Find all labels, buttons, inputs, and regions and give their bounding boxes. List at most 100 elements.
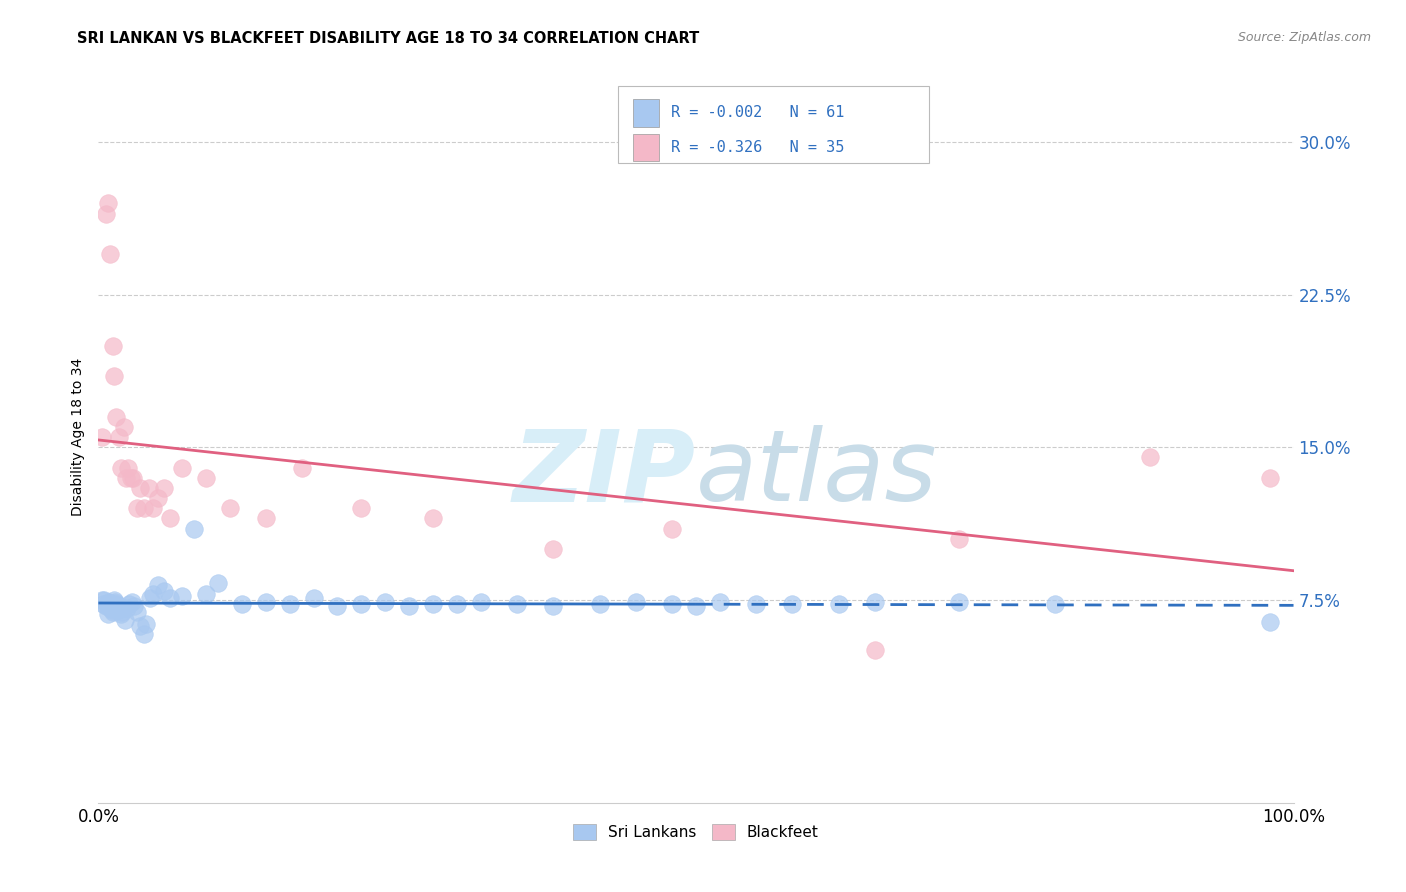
Point: [350, 501, 373, 516]
Point: [350, 597, 373, 611]
Point: [291, 460, 314, 475]
Point: [153, 481, 176, 495]
Point: [98, 600, 122, 615]
Point: [302, 591, 325, 605]
Point: [506, 597, 529, 611]
Point: [100, 603, 122, 617]
Point: [115, 600, 138, 615]
Point: [1258, 615, 1281, 629]
Point: [589, 597, 612, 611]
Point: [1043, 597, 1066, 611]
Point: [709, 595, 731, 609]
Point: [121, 595, 143, 609]
Y-axis label: Disability Age 18 to 34: Disability Age 18 to 34: [70, 358, 84, 516]
Point: [326, 599, 349, 613]
Point: [139, 591, 162, 605]
Point: [129, 481, 152, 495]
Point: [98, 595, 121, 609]
Point: [254, 595, 277, 609]
Text: R = -0.326   N = 35: R = -0.326 N = 35: [671, 140, 844, 155]
Point: [103, 369, 125, 384]
Point: [103, 592, 125, 607]
Point: [865, 595, 887, 609]
Point: [97, 196, 120, 211]
Point: [148, 578, 170, 592]
Point: [97, 607, 120, 621]
Point: [108, 599, 131, 613]
Point: [172, 460, 194, 475]
Text: ZIP: ZIP: [513, 425, 696, 522]
Point: [374, 595, 396, 609]
FancyBboxPatch shape: [619, 86, 929, 163]
Point: [125, 501, 148, 516]
Text: atlas: atlas: [696, 425, 938, 522]
Point: [541, 599, 564, 613]
Point: [138, 481, 160, 495]
Point: [94, 599, 117, 613]
Point: [120, 471, 142, 485]
Point: [159, 591, 181, 605]
Point: [105, 409, 128, 424]
Point: [422, 597, 444, 611]
Point: [172, 589, 194, 603]
Point: [254, 511, 277, 525]
Point: [1258, 471, 1281, 485]
Point: [626, 595, 648, 609]
Point: [195, 471, 218, 485]
Point: [685, 599, 707, 613]
Text: Source: ZipAtlas.com: Source: ZipAtlas.com: [1237, 31, 1371, 45]
Point: [91, 592, 114, 607]
Point: [278, 597, 301, 611]
Point: [780, 597, 803, 611]
FancyBboxPatch shape: [633, 99, 659, 127]
Point: [422, 511, 444, 525]
Point: [112, 420, 135, 434]
Point: [107, 430, 129, 444]
Point: [207, 576, 229, 591]
FancyBboxPatch shape: [633, 134, 659, 161]
Point: [183, 521, 205, 535]
Point: [661, 521, 683, 535]
Point: [107, 603, 129, 617]
Point: [142, 501, 165, 516]
Point: [110, 607, 132, 621]
Point: [1139, 450, 1161, 465]
Point: [541, 541, 564, 556]
Point: [135, 617, 157, 632]
Point: [111, 605, 134, 619]
Point: [948, 532, 970, 546]
Point: [148, 491, 170, 505]
Point: [142, 586, 165, 600]
Point: [110, 460, 132, 475]
Point: [195, 586, 218, 600]
Point: [104, 595, 127, 609]
Point: [129, 619, 152, 633]
Point: [828, 597, 851, 611]
Point: [132, 501, 155, 516]
Text: SRI LANKAN VS BLACKFEET DISABILITY AGE 18 TO 34 CORRELATION CHART: SRI LANKAN VS BLACKFEET DISABILITY AGE 1…: [77, 31, 700, 46]
Point: [745, 597, 768, 611]
Point: [96, 597, 118, 611]
Point: [117, 460, 139, 475]
Point: [94, 206, 117, 220]
Point: [865, 643, 887, 657]
Point: [114, 613, 136, 627]
Point: [124, 599, 146, 613]
Point: [159, 511, 181, 525]
Legend: Sri Lankans, Blackfeet: Sri Lankans, Blackfeet: [567, 818, 825, 847]
Point: [101, 605, 124, 619]
Point: [93, 592, 115, 607]
Point: [105, 597, 128, 611]
Point: [101, 339, 124, 353]
Point: [122, 471, 145, 485]
Point: [948, 595, 970, 609]
Point: [125, 605, 148, 619]
Point: [153, 584, 176, 599]
Point: [470, 595, 492, 609]
Point: [661, 597, 683, 611]
Point: [231, 597, 253, 611]
Point: [398, 599, 420, 613]
Point: [446, 597, 468, 611]
Point: [98, 247, 122, 261]
Point: [115, 471, 138, 485]
